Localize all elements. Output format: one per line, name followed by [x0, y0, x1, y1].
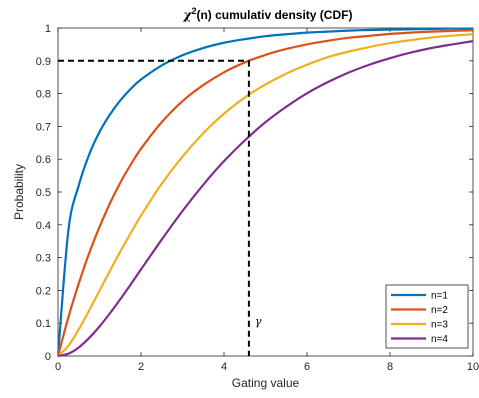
series-lines	[56, 27, 474, 358]
x-tick-label: 6	[304, 361, 310, 373]
x-axis-label: Gating value	[232, 376, 300, 390]
chart-title-text: (n) cumulativ density (CDF)	[196, 8, 352, 22]
legend-label: n=4	[431, 334, 448, 345]
x-tick-label: 10	[467, 361, 479, 373]
legend-label: n=3	[431, 320, 448, 331]
y-tick-label: 0.7	[36, 121, 51, 133]
series-line-n3	[57, 33, 474, 357]
y-tick-label: 0.3	[36, 253, 51, 265]
y-axis-label: Probability	[12, 164, 26, 220]
axis-ticks: 0 2 4 6 8 10 0 0.1 0.2 0.3 0.4 0.5 0.6 0.7 0.8 0.9 1	[36, 23, 479, 373]
gamma-label: γ	[255, 315, 262, 328]
x-tick-label: 4	[221, 361, 227, 373]
x-tick-label: 2	[138, 361, 144, 373]
y-tick-label: 0.1	[36, 318, 51, 330]
legend-label: n=1	[431, 291, 448, 302]
y-tick-label: 1	[45, 23, 51, 35]
chart-title-symbol: χ	[183, 8, 193, 22]
x-tick-label: 0	[55, 361, 61, 373]
legend: n=1 n=2 n=3 n=4	[385, 284, 469, 349]
series-line-n2	[56, 29, 474, 357]
chart-title-superscript: 2	[191, 6, 196, 16]
x-tick-label: 8	[387, 361, 393, 373]
y-tick-label: 0.4	[36, 220, 51, 232]
y-tick-label: 0.8	[36, 89, 51, 101]
y-tick-label: 0.5	[36, 187, 51, 199]
legend-label: n=2	[431, 305, 448, 316]
y-tick-label: 0.2	[36, 285, 51, 297]
y-tick-label: 0	[45, 351, 51, 363]
gating-annotation: γ	[58, 59, 262, 356]
series-line-n4	[57, 40, 474, 358]
y-tick-label: 0.6	[36, 154, 51, 166]
y-tick-label: 0.9	[36, 56, 51, 68]
chart-title: χ2(n) cumulativ density (CDF)	[183, 6, 353, 22]
series-line-n1	[56, 27, 474, 357]
